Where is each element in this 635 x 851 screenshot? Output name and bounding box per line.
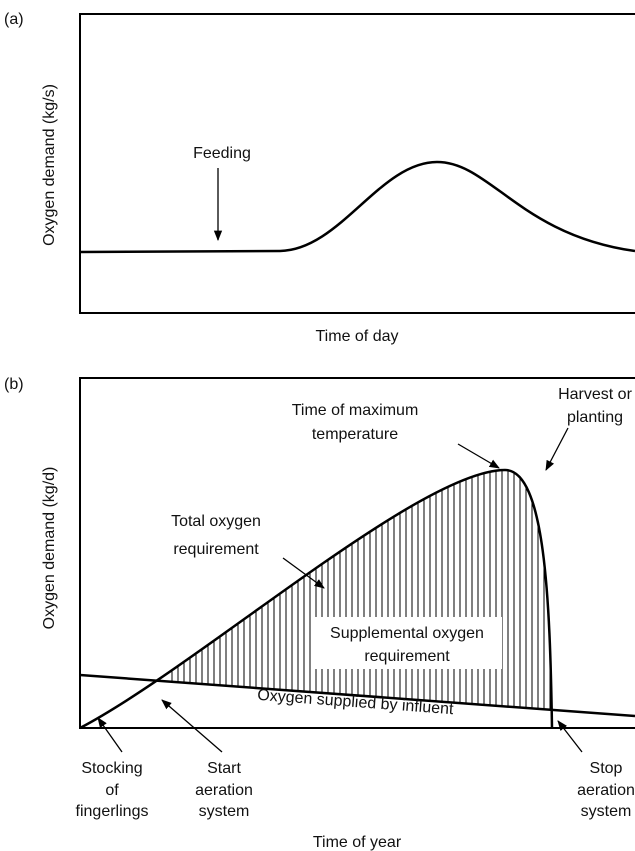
arrow (545, 427, 569, 471)
arrow (557, 720, 583, 753)
y-axis-label: Oxygen demand (kg/d) (41, 467, 58, 630)
panel-frame (79, 377, 635, 729)
demand-curve (79, 160, 635, 254)
annotation: Supplemental oxygen (330, 625, 484, 642)
hatching (171, 470, 551, 710)
arrow (457, 443, 500, 469)
arrow (161, 699, 223, 753)
panel-label: (b) (4, 376, 24, 393)
annotation: system (581, 803, 632, 820)
panel-label: (a) (4, 11, 24, 28)
x-axis-label: Time of day (316, 328, 399, 345)
label-background (312, 617, 502, 669)
x-axis-label: Time of year (313, 834, 402, 851)
annotation: fingerlings (76, 803, 149, 820)
annotation: requirement (364, 648, 450, 665)
annotation: Stop (590, 760, 623, 777)
annotation: system (199, 803, 250, 820)
annotation: of (105, 782, 119, 799)
annotation: Total oxygen (171, 513, 261, 530)
arrow (97, 717, 123, 753)
annotation: Start (207, 760, 241, 777)
annotation: aeration (577, 782, 635, 799)
annotation: Stocking (81, 760, 142, 777)
annotation: requirement (173, 541, 259, 558)
arrow (282, 557, 325, 589)
y-axis-label: Oxygen demand (kg/s) (41, 84, 58, 246)
annotation: Feeding (193, 145, 251, 162)
annotation: Harvest or (558, 386, 632, 403)
panel-frame (79, 13, 635, 314)
total-requirement-curve (79, 468, 554, 730)
annotation: planting (567, 409, 623, 426)
annotation: Oxygen supplied by influent (257, 687, 455, 718)
influent-line (79, 673, 635, 718)
annotation: aeration (195, 782, 253, 799)
annotation: temperature (312, 426, 398, 443)
annotation: Time of maximum (292, 402, 419, 419)
